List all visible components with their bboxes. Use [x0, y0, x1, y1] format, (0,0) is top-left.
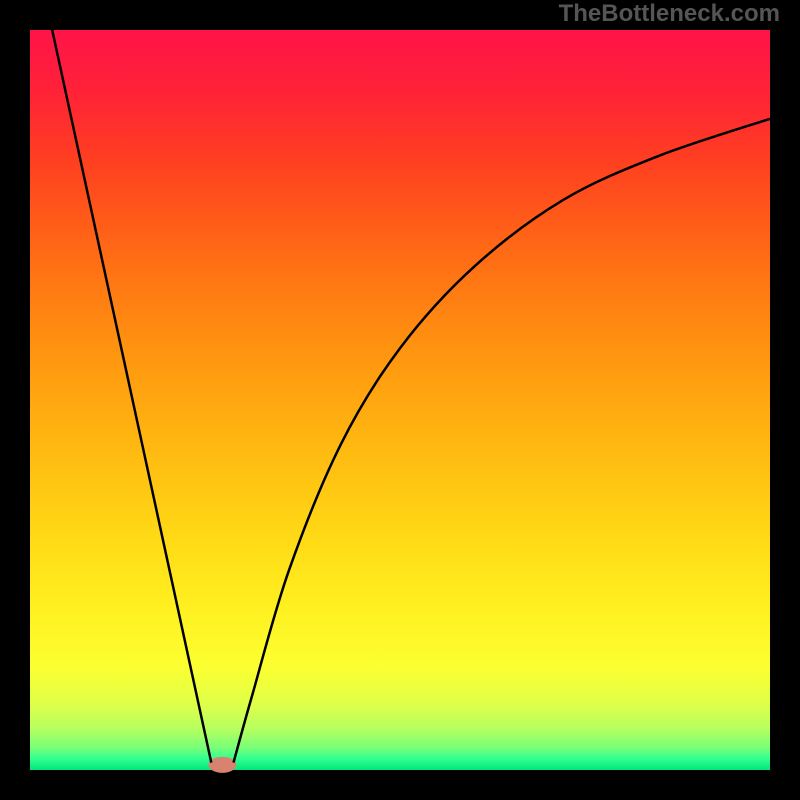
minimum-marker [208, 757, 236, 773]
plot-background [30, 30, 770, 770]
chart-container: TheBottleneck.com [0, 0, 800, 800]
chart-svg [0, 0, 800, 800]
watermark-text: TheBottleneck.com [559, 0, 780, 28]
